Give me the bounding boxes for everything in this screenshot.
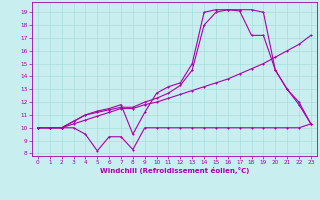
X-axis label: Windchill (Refroidissement éolien,°C): Windchill (Refroidissement éolien,°C): [100, 167, 249, 174]
